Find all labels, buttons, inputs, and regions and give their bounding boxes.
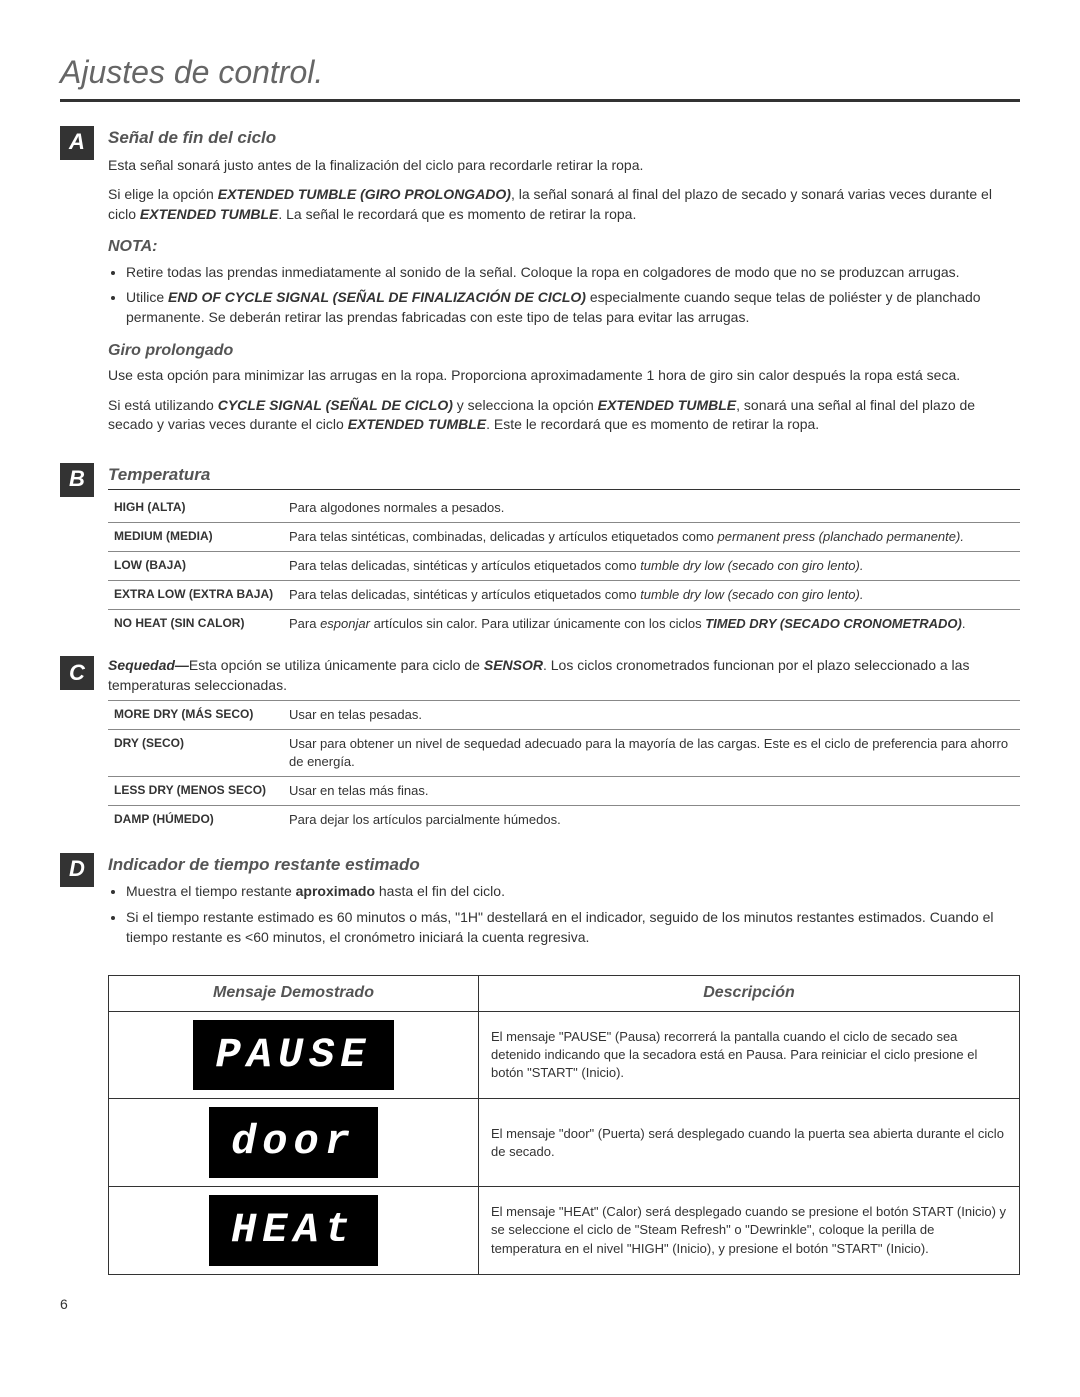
heading-d: Indicador de tiempo restante estimado [108, 853, 1020, 879]
table-row: LESS DRY (MENOS SECO)Usar en telas más f… [108, 777, 1020, 806]
page-number: 6 [60, 1295, 1020, 1315]
table-row: MORE DRY (MÁS SECO)Usar en telas pesadas… [108, 701, 1020, 730]
section-b: B Temperatura HIGH (ALTA)Para algodones … [60, 463, 1020, 639]
table-row: DAMP (HÚMEDO)Para dejar los artículos pa… [108, 806, 1020, 835]
section-d: D Indicador de tiempo restante estimado … [60, 853, 1020, 958]
table-row: MEDIUM (MEDIA)Para telas sintéticas, com… [108, 522, 1020, 551]
a-para1: Esta señal sonará justo antes de la fina… [108, 156, 1020, 176]
nota-label: NOTA: [108, 236, 1020, 258]
table-row: DRY (SECO)Usar para obtener un nivel de … [108, 729, 1020, 776]
nota-list: Retire todas las prendas inmediatamente … [108, 263, 1020, 328]
lcd-pause: PAUSE [193, 1020, 393, 1091]
badge-c: C [60, 656, 94, 690]
table-row: HEAt El mensaje "HEAt" (Calor) será desp… [109, 1187, 1020, 1275]
lcd-heat: HEAt [209, 1195, 378, 1266]
dryness-table: MORE DRY (MÁS SECO)Usar en telas pesadas… [108, 701, 1020, 835]
d-list: Muestra el tiempo restante aproximado ha… [108, 882, 1020, 947]
table-row: LOW (BAJA)Para telas delicadas, sintétic… [108, 551, 1020, 580]
lcd-door: door [209, 1107, 378, 1178]
desc-cell: El mensaje "door" (Puerta) será desplega… [479, 1099, 1020, 1187]
table-row: door El mensaje "door" (Puerta) será des… [109, 1099, 1020, 1187]
badge-d: D [60, 853, 94, 887]
nota-item: Utilice END OF CYCLE SIGNAL (SEÑAL DE FI… [126, 288, 1020, 327]
desc-cell: El mensaje "PAUSE" (Pausa) recorrerá la … [479, 1011, 1020, 1099]
giro-p2: Si está utilizando CYCLE SIGNAL (SEÑAL D… [108, 396, 1020, 435]
table-row: NO HEAT (SIN CALOR)Para esponjar artícul… [108, 610, 1020, 639]
d-item: Muestra el tiempo restante aproximado ha… [126, 882, 1020, 902]
desc-cell: El mensaje "HEAt" (Calor) será desplegad… [479, 1187, 1020, 1275]
table-row: PAUSE El mensaje "PAUSE" (Pausa) recorre… [109, 1011, 1020, 1099]
a-para2: Si elige la opción EXTENDED TUMBLE (GIRO… [108, 185, 1020, 224]
th-message: Mensaje Demostrado [109, 976, 479, 1011]
section-a: A Señal de fin del ciclo Esta señal sona… [60, 126, 1020, 445]
display-message-table: Mensaje Demostrado Descripción PAUSE El … [108, 975, 1020, 1275]
giro-p1: Use esta opción para minimizar las arrug… [108, 366, 1020, 386]
d-item: Si el tiempo restante estimado es 60 min… [126, 908, 1020, 947]
temperature-table: HIGH (ALTA)Para algodones normales a pes… [108, 494, 1020, 639]
table-row: HIGH (ALTA)Para algodones normales a pes… [108, 494, 1020, 523]
badge-a: A [60, 126, 94, 160]
badge-b: B [60, 463, 94, 497]
giro-heading: Giro prolongado [108, 340, 1020, 362]
table-row: EXTRA LOW (EXTRA BAJA)Para telas delicad… [108, 581, 1020, 610]
heading-b: Temperatura [108, 463, 1020, 490]
section-c: C Sequedad—Esta opción se utiliza únicam… [60, 656, 1020, 834]
dryness-intro: Sequedad—Esta opción se utiliza únicamen… [108, 656, 1020, 700]
heading-a: Señal de fin del ciclo [108, 126, 1020, 152]
page-title: Ajustes de control. [60, 50, 1020, 102]
th-description: Descripción [479, 976, 1020, 1011]
nota-item: Retire todas las prendas inmediatamente … [126, 263, 1020, 283]
